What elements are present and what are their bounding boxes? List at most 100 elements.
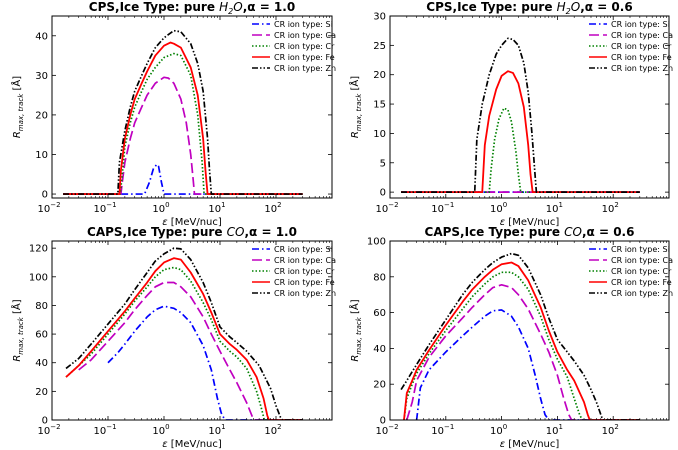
y-tick-label: 100: [29, 272, 48, 283]
x-tick-label: 100: [152, 201, 169, 215]
x-tick-label: 10−2: [37, 201, 60, 215]
chart-title: CAPS,Ice Type: pure CO,α = 0.6: [425, 225, 635, 239]
y-tick-label: 10: [35, 150, 48, 161]
legend-entry: CR ion type: Cr: [611, 42, 672, 51]
plot-frame: [389, 15, 670, 199]
legend-entry: CR ion type: Fe: [611, 53, 672, 62]
series-line-zn: [65, 247, 303, 420]
chart-title: CPS,Ice Type: pure H2O,α = 1.0: [89, 0, 295, 16]
series-line-fe: [403, 261, 640, 420]
y-tick-label: 120: [29, 244, 48, 255]
y-tick-label: 30: [373, 12, 386, 23]
x-tick-label: 10−1: [431, 423, 454, 437]
y-tick-label: 40: [35, 31, 48, 42]
x-tick-label: 10−2: [375, 201, 398, 215]
y-tick-label: 10: [373, 129, 386, 140]
legend-entry: CR ion type: Zn: [274, 289, 336, 298]
x-tick-label: 10−1: [431, 201, 454, 215]
legend-entry: CR ion type: Si: [611, 20, 670, 29]
legend-entry: CR ion type: Si: [611, 245, 670, 254]
legend-entry: CR ion type: Cr: [274, 42, 335, 51]
legend-entry: CR ion type: Fe: [274, 278, 335, 287]
legend-entry: CR ion type: Fe: [611, 278, 672, 287]
series-line-fe: [401, 70, 640, 194]
series-line-si: [415, 309, 640, 420]
y-tick-label: 20: [35, 110, 48, 121]
legend-entry: CR ion type: Ca: [274, 31, 336, 40]
y-axis-label: Rmax, track [Å]: [348, 76, 363, 138]
series-line-si: [63, 163, 303, 195]
series-line-cr: [63, 52, 303, 195]
legend-entry: CR ion type: Zn: [611, 289, 673, 298]
x-tick-label: 100: [152, 423, 169, 437]
legend-entry: CR ion type: Cr: [611, 267, 672, 276]
series-line-cr: [401, 107, 640, 193]
y-tick-label: 40: [373, 344, 386, 355]
y-tick-label: 20: [35, 387, 48, 398]
plot-frame: [389, 240, 670, 421]
y-tick-label: 15: [373, 100, 386, 111]
plot-frame: [51, 15, 333, 199]
chart-title: CPS,Ice Type: pure H2O,α = 0.6: [426, 0, 632, 16]
x-tick-label: 10−1: [93, 201, 116, 215]
plot-frame: [51, 240, 333, 421]
y-tick-label: 20: [373, 70, 386, 81]
x-axis-label: ε [MeV/nuc]: [162, 439, 222, 450]
chart-panel-2: CPS,Ice Type: pure H2O,α = 0.6 10−2 10−1 10…: [348, 0, 673, 228]
chart-panel-1: CPS,Ice Type: pure H2O,α = 1.0 10−2 10−1 10…: [10, 0, 336, 228]
y-tick-label: 60: [35, 330, 48, 341]
x-axis-label: ε [MeV/nuc]: [500, 217, 560, 228]
series-line-fe: [63, 41, 303, 195]
series-line-ca: [78, 281, 303, 420]
y-tick-label: 80: [373, 272, 386, 283]
series-line-fe: [65, 257, 303, 420]
y-axis-label: Rmax, track [Å]: [10, 299, 25, 361]
y-tick-label: 25: [373, 41, 386, 52]
x-tick-label: 100: [490, 423, 507, 437]
x-tick-label: 10−2: [375, 423, 398, 437]
x-tick-label: 101: [208, 201, 225, 215]
x-tick-label: 10−2: [37, 423, 60, 437]
x-tick-label: 10−1: [93, 423, 116, 437]
x-tick-label: 102: [264, 201, 281, 215]
legend-entry: CR ion type: Si: [274, 245, 333, 254]
legend-entry: CR ion type: Si: [274, 20, 333, 29]
x-tick-label: 101: [546, 423, 563, 437]
chart-title: CAPS,Ice Type: pure CO,α = 1.0: [87, 225, 297, 239]
y-tick-label: 100: [367, 237, 386, 248]
y-tick-label: 0: [380, 416, 386, 427]
y-tick-label: 0: [380, 188, 386, 199]
series-line-ca: [63, 76, 303, 195]
legend-entry: CR ion type: Fe: [274, 53, 335, 62]
y-tick-label: 30: [35, 71, 48, 82]
series-line-cr: [403, 271, 640, 420]
series-line-si: [107, 305, 303, 420]
y-tick-label: 60: [373, 308, 386, 319]
y-tick-label: 20: [373, 380, 386, 391]
y-axis-label: Rmax, track [Å]: [348, 299, 363, 361]
y-tick-label: 5: [380, 158, 386, 169]
y-tick-label: 0: [42, 416, 48, 427]
x-axis-label: ε [MeV/nuc]: [500, 439, 560, 450]
series-line-zn: [401, 37, 640, 193]
y-axis-label: Rmax, track [Å]: [10, 76, 25, 138]
x-tick-label: 102: [264, 423, 281, 437]
x-tick-label: 101: [208, 423, 225, 437]
series-line-zn: [400, 252, 640, 420]
y-tick-label: 80: [35, 301, 48, 312]
legend-entry: CR ion type: Cr: [274, 267, 335, 276]
x-axis-label: ε [MeV/nuc]: [162, 217, 222, 228]
x-tick-label: 101: [546, 201, 563, 215]
chart-panel-3: CAPS,Ice Type: pure CO,α = 1.0 10−2 10−1 10…: [10, 225, 336, 450]
legend-entry: CR ion type: Ca: [611, 256, 673, 265]
x-tick-label: 102: [602, 423, 619, 437]
series-line-ca: [405, 284, 640, 420]
series-line-zn: [63, 29, 303, 195]
legend-entry: CR ion type: Ca: [274, 256, 336, 265]
x-tick-label: 100: [490, 201, 507, 215]
legend-entry: CR ion type: Zn: [611, 64, 673, 73]
x-tick-label: 102: [602, 201, 619, 215]
y-tick-label: 0: [42, 190, 48, 201]
chart-panel-4: CAPS,Ice Type: pure CO,α = 0.6 10−2 10−1 10…: [348, 225, 673, 450]
